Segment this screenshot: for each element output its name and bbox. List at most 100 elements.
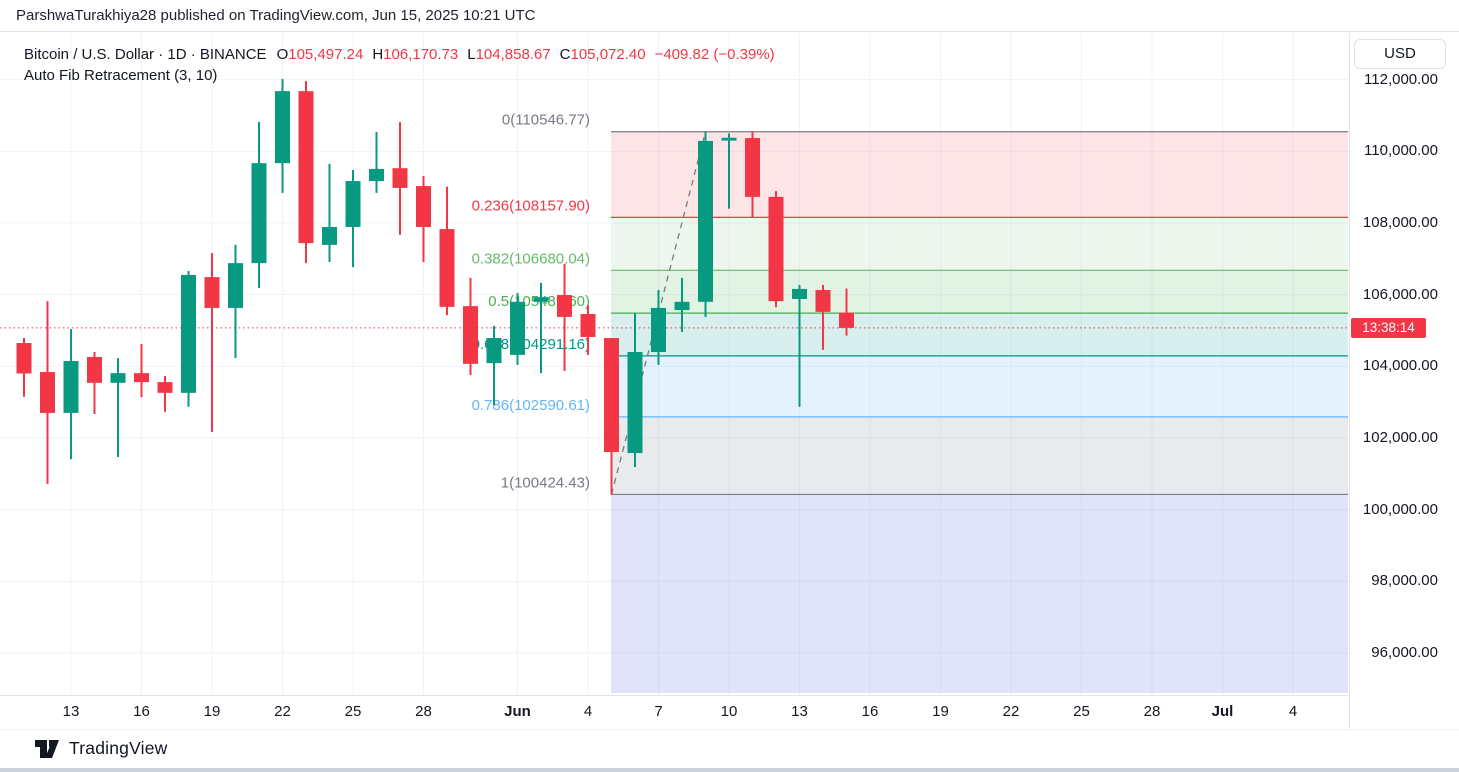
bar-countdown-badge: 13:38:14 [1351,317,1426,338]
time-tick-label: 16 [861,703,879,720]
candle-body[interactable] [181,274,196,393]
fib-level-label: 0.786(102590.61) [472,397,590,414]
ohlc-key-l: L [467,46,476,63]
candle-body[interactable] [204,277,220,308]
time-tick-label: 28 [415,703,432,720]
candle-body[interactable] [768,196,784,302]
fib-zone [611,355,1348,417]
fib-level-label: 1(100424.43) [501,474,590,491]
candle-body[interactable] [134,373,149,383]
candle-body[interactable] [345,181,361,227]
candle-body[interactable] [557,295,572,317]
symbol-title: Bitcoin / U.S. Dollar · 1D · BINANCE [24,46,267,63]
fib-zone [611,217,1348,271]
time-tick-label: 13 [62,703,80,720]
candle-body[interactable] [439,229,455,307]
time-tick-label: 19 [203,703,221,720]
candle-body[interactable] [157,382,173,393]
ohlc-key-c: C [559,46,571,63]
ohlc-value-h: 106,170.73 [383,46,459,63]
time-tick-label: 25 [344,703,362,720]
currency-toggle-button[interactable]: USD [1354,39,1446,69]
ohlc-value-o: 105,497.24 [288,46,364,63]
legend-symbol-row: Bitcoin / U.S. Dollar · 1D · BINANCE O105… [24,44,775,65]
candle-body[interactable] [604,338,619,452]
candle-body[interactable] [674,301,690,311]
fib-zone [611,494,1348,693]
time-tick-label: 22 [274,703,291,720]
time-tick-label: 10 [720,703,738,720]
candlestick-chart-plot[interactable]: 0(110546.77) 0.236(108157.90) 0.382(106680… [0,33,1349,695]
candle-body[interactable] [627,352,643,454]
price-tick-label: 104,000.00 [1362,357,1438,375]
candle-body[interactable] [651,307,666,353]
candle-body[interactable] [110,373,126,383]
candle-body[interactable] [392,168,408,188]
time-tick-label: 28 [1143,703,1161,720]
candle-body[interactable] [486,338,502,364]
time-tick-label: 19 [932,703,949,720]
fib-level-label: 0.382(106680.04) [472,250,590,267]
ohlc-value-l: 104,858.67 [475,46,551,63]
candle-body[interactable] [16,343,32,374]
ohlc-values: O105,497.24 H106,170.73 L104,858.67 C105,07… [277,46,655,63]
time-tick-label: 22 [1002,703,1020,720]
candle-body[interactable] [815,290,831,312]
price-tick-label: 100,000.00 [1362,500,1438,518]
time-tick-label: Jul [1211,703,1234,720]
footer-bar: TradingView [0,729,1459,768]
price-tick-label: 106,000.00 [1362,285,1438,303]
candle-body[interactable] [63,360,79,413]
time-tick-label: Jun [504,703,531,720]
fib-level-label: 0.236(108157.90) [472,197,590,214]
time-tick-label: 13 [791,703,808,720]
time-tick-label: 4 [1288,703,1298,720]
price-tick-label: 110,000.00 [1364,142,1438,160]
time-tick-label: 7 [654,703,663,720]
share-attribution-text: ParshwaTurakhiya28 published on TradingV… [16,7,536,24]
ohlc-value-c: 105,072.40 [570,46,646,63]
candle-body[interactable] [463,306,478,364]
price-tick-label: 102,000.00 [1362,429,1438,446]
candle-body[interactable] [416,186,431,227]
tradingview-logo-icon[interactable] [34,739,60,759]
price-axis[interactable]: USD 112,000.00 110,000.00 108,000.00 106,00… [1349,33,1459,729]
fib-zone [611,270,1348,314]
fib-zone [611,313,1348,356]
candle-body[interactable] [275,91,290,164]
window-bottom-edge [0,768,1459,772]
candle-body[interactable] [228,263,243,308]
candle-body[interactable] [298,91,314,244]
fib-zone [611,131,1348,218]
ohlc-key-o: O [276,46,289,63]
share-attribution-bar: ParshwaTurakhiya28 published on TradingV… [0,0,1459,32]
price-tick-label: 96,000.00 [1371,644,1438,661]
candle-body[interactable] [698,140,713,302]
price-tick-label: 112,000.00 [1364,70,1438,88]
candle-body[interactable] [87,357,102,383]
ohlc-key-h: H [372,46,384,63]
candle-body[interactable] [40,372,55,413]
candle-body[interactable] [322,226,337,245]
candle-body[interactable] [721,137,737,141]
price-tick-label: 98,000.00 [1371,572,1438,590]
fib-zone [611,416,1348,495]
candle-body[interactable] [533,297,549,302]
fib-level-label: 0(110546.77) [502,112,590,129]
tradingview-brand-text[interactable]: TradingView [69,738,168,758]
chart-legend: Bitcoin / U.S. Dollar · 1D · BINANCE O105… [24,44,775,86]
time-tick-label: 16 [133,703,150,720]
price-tick-label: 108,000.00 [1362,214,1438,231]
candle-body[interactable] [839,312,854,328]
candle-body[interactable] [745,138,760,197]
candle-body[interactable] [792,288,807,299]
time-axis[interactable]: 13 16 19 22 25 28 Jun 4 7 10 13 16 19 22 25 28 Jul 4 [0,695,1349,729]
time-tick-label: 25 [1073,703,1090,720]
candle-body[interactable] [251,163,267,264]
candle-body[interactable] [369,168,384,182]
candle-body[interactable] [580,314,596,337]
price-change: −409.82 (−0.39%) [654,46,775,63]
candle-body[interactable] [510,301,525,355]
time-tick-label: 4 [583,703,593,720]
